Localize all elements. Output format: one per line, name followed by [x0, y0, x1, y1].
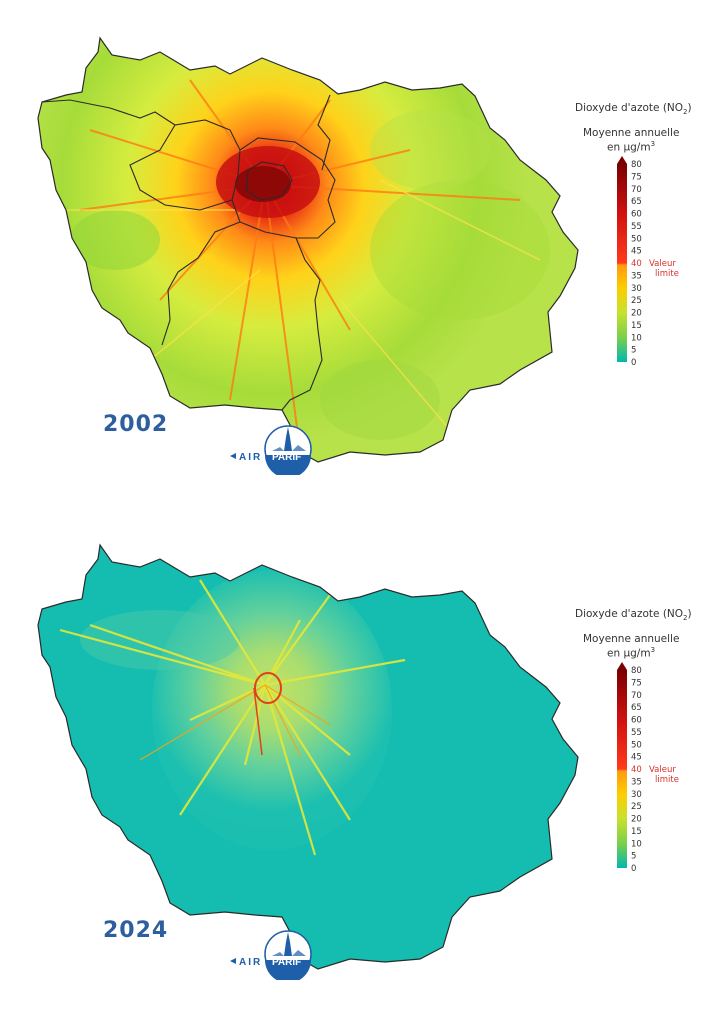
legend-subtitle: Moyenne annuelle — [583, 633, 680, 645]
legend-tick-label: 40 — [631, 259, 642, 269]
legend-tick-label: 70 — [631, 691, 642, 701]
legend-tick-label: 35 — [631, 777, 642, 787]
legend-tick-label: 75 — [631, 172, 642, 182]
legend-subtitle: Moyenne annuelle — [583, 127, 680, 139]
legend-tick-label: 15 — [631, 321, 642, 331]
year-label: 2002 — [103, 412, 169, 437]
legend: Dioxyde d'azote (NO2) Moyenne annuelle e… — [563, 608, 713, 968]
airparif-logo: AIR PARIF — [230, 425, 312, 475]
logo-text-parif: PARIF — [272, 452, 301, 463]
year-label: 2024 — [103, 918, 169, 943]
legend-tick-label: 50 — [631, 740, 642, 750]
legend-tick-label: 60 — [631, 210, 642, 220]
legend-tick-label: 65 — [631, 703, 642, 713]
legend-tick-label: 50 — [631, 234, 642, 244]
legend-tick-label: 30 — [631, 790, 642, 800]
legend-tick-label: 0 — [631, 358, 636, 368]
limit-label: Valeur limite — [649, 259, 679, 279]
legend-tick-label: 55 — [631, 728, 642, 738]
legend-tick-label: 20 — [631, 815, 642, 825]
legend-tick-label: 45 — [631, 753, 642, 763]
legend-title: Dioxyde d'azote (NO2) — [575, 102, 692, 117]
legend-tick-label: 35 — [631, 271, 642, 281]
legend-tick-label: 80 — [631, 160, 642, 170]
legend-tick-label: 25 — [631, 802, 642, 812]
logo-text-air: AIR — [239, 957, 262, 968]
legend-tick-label: 75 — [631, 678, 642, 688]
legend-tick-label: 15 — [631, 827, 642, 837]
legend-tick-label: 65 — [631, 197, 642, 207]
legend-tick-label: 45 — [631, 247, 642, 257]
legend-tick-label: 10 — [631, 333, 642, 343]
legend-tick-label: 10 — [631, 839, 642, 849]
legend-tick-label: 5 — [631, 346, 636, 356]
map-ile-de-france-2024 — [37, 544, 579, 970]
legend-tick-label: 0 — [631, 864, 636, 874]
legend-tick-label: 25 — [631, 296, 642, 306]
legend-tick-label: 70 — [631, 185, 642, 195]
legend-tick-label: 5 — [631, 852, 636, 862]
legend-unit: en µg/m3 — [607, 140, 656, 154]
logo-text-parif: PARIF — [272, 957, 301, 968]
legend-tick-label: 80 — [631, 666, 642, 676]
map-panel-2002: 2002 AIR PARIF Dioxyde d'azote (NO2) Moy… — [0, 0, 719, 500]
legend-tick-label: 60 — [631, 716, 642, 726]
legend-tick-label: 20 — [631, 309, 642, 319]
legend-unit: en µg/m3 — [607, 646, 656, 660]
legend-title: Dioxyde d'azote (NO2) — [575, 608, 692, 623]
legend: Dioxyde d'azote (NO2) Moyenne annuelle e… — [563, 102, 713, 462]
airparif-logo: AIR PARIF — [230, 930, 312, 980]
logo-text-air: AIR — [239, 452, 262, 463]
limit-label: Valeur limite — [649, 765, 679, 785]
legend-tick-label: 55 — [631, 222, 642, 232]
map-ile-de-france-2002 — [37, 37, 579, 463]
legend-tick-label: 30 — [631, 284, 642, 294]
legend-tick-label: 40 — [631, 765, 642, 775]
map-panel-2024: 2024 AIR PARIF Dioxyde d'azote (NO2) Moy… — [0, 510, 719, 1010]
